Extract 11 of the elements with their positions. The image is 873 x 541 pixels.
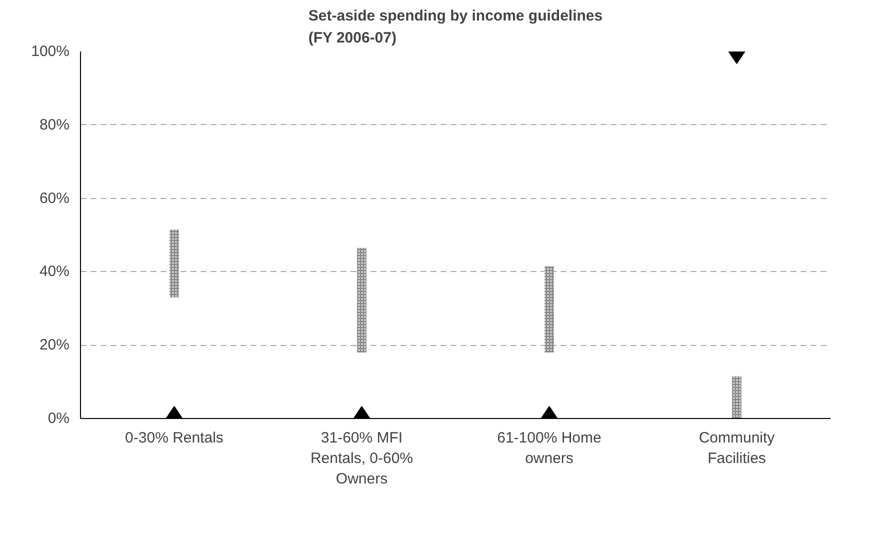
x-tick-label: 31-60% MFI Rentals, 0-60% Owners xyxy=(310,430,414,488)
x-tick-label: 0-30% Rentals xyxy=(125,430,224,446)
y-tick-label: 60% xyxy=(39,190,70,207)
chart-title: Set-aside spending by income guidelines (FY 2006-07) xyxy=(308,7,603,46)
y-tick-label: 0% xyxy=(48,410,70,427)
y-tick-label: 80% xyxy=(39,116,70,134)
y-tick-label: 20% xyxy=(39,336,70,354)
x-tick-label: 61-100% Home owners xyxy=(497,430,602,467)
y-tick-label: 100% xyxy=(31,43,70,60)
y-tick-label: 40% xyxy=(39,263,70,280)
x-tick-label: Community Facilities xyxy=(698,430,776,467)
